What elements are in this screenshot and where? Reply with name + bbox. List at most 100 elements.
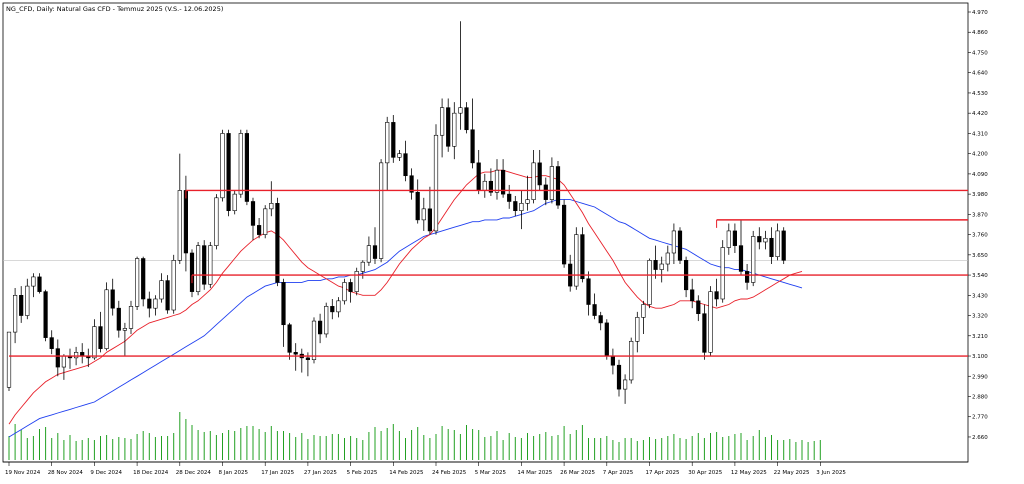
candle[interactable] [763, 230, 768, 250]
candle[interactable] [196, 241, 201, 296]
candle[interactable] [116, 300, 121, 338]
candle[interactable] [598, 311, 603, 331]
candle[interactable] [13, 287, 18, 344]
candle[interactable] [104, 282, 109, 351]
candle[interactable] [336, 297, 341, 318]
candle[interactable] [464, 102, 469, 134]
candle[interactable] [269, 181, 274, 217]
candle[interactable] [135, 256, 140, 311]
candle[interactable] [98, 311, 103, 353]
candle[interactable] [519, 190, 524, 230]
candle[interactable] [409, 168, 414, 200]
candle[interactable] [439, 98, 445, 158]
candle[interactable] [549, 157, 554, 204]
candle[interactable] [250, 197, 256, 241]
candle[interactable] [671, 223, 676, 265]
candle[interactable] [110, 278, 115, 316]
candle[interactable] [653, 245, 658, 279]
candle[interactable] [159, 273, 164, 303]
candle[interactable] [366, 236, 372, 266]
candle[interactable] [751, 230, 756, 287]
candle[interactable] [470, 98, 475, 169]
candle[interactable] [6, 331, 12, 391]
candle[interactable] [452, 102, 457, 160]
candle[interactable] [622, 374, 628, 404]
candle[interactable] [744, 264, 750, 290]
candle[interactable] [702, 304, 707, 360]
candle[interactable] [757, 227, 762, 250]
candle[interactable] [220, 129, 225, 202]
horizontal-levels[interactable] [9, 189, 968, 357]
candle[interactable] [629, 337, 634, 384]
candle[interactable] [43, 289, 48, 342]
candle[interactable] [738, 219, 744, 276]
candle[interactable] [446, 98, 451, 152]
candle[interactable] [348, 278, 353, 303]
candle[interactable] [385, 116, 390, 191]
candle[interactable] [141, 256, 146, 307]
candle[interactable] [726, 223, 731, 255]
candle[interactable] [330, 298, 335, 320]
candle[interactable] [287, 322, 292, 360]
candle[interactable] [275, 197, 280, 287]
candle[interactable] [128, 300, 134, 334]
candle[interactable] [92, 319, 97, 360]
candle[interactable] [147, 291, 152, 318]
candle[interactable] [574, 227, 579, 290]
candle[interactable] [208, 241, 213, 288]
candle[interactable] [507, 184, 512, 209]
candle[interactable] [372, 227, 378, 265]
candle[interactable] [55, 339, 60, 377]
candle[interactable] [189, 249, 195, 298]
candle[interactable] [293, 343, 298, 371]
candle[interactable] [616, 359, 622, 397]
candle[interactable] [226, 129, 231, 217]
candle[interactable] [531, 149, 536, 204]
candle[interactable] [458, 21, 463, 130]
candle[interactable] [37, 273, 42, 294]
candle[interactable] [513, 195, 518, 217]
candle[interactable] [494, 159, 500, 200]
candle[interactable] [586, 271, 591, 316]
candle[interactable] [378, 159, 384, 263]
candle[interactable] [317, 313, 323, 344]
candle[interactable] [677, 227, 683, 265]
candle[interactable] [659, 256, 664, 283]
candle[interactable] [263, 205, 268, 239]
candle[interactable] [202, 240, 207, 290]
candle[interactable] [714, 278, 719, 307]
candle[interactable] [433, 124, 439, 235]
candle[interactable] [403, 140, 408, 182]
candle[interactable] [342, 278, 347, 305]
candle[interactable] [391, 115, 396, 163]
candle[interactable] [244, 129, 250, 206]
candle[interactable] [415, 179, 420, 224]
candle[interactable] [19, 286, 24, 323]
candle[interactable] [769, 227, 774, 265]
candle[interactable] [525, 175, 530, 211]
candle[interactable] [537, 149, 542, 191]
candle[interactable] [732, 223, 737, 253]
candle[interactable] [214, 194, 219, 250]
candle[interactable] [421, 197, 426, 231]
candle[interactable] [500, 159, 506, 198]
candle[interactable] [647, 258, 652, 309]
candle[interactable] [604, 319, 609, 360]
candle[interactable] [427, 186, 433, 235]
candle[interactable] [31, 273, 36, 298]
candles[interactable] [6, 21, 786, 404]
candle[interactable] [775, 223, 780, 261]
candle[interactable] [720, 240, 725, 303]
candle[interactable] [641, 300, 646, 334]
candle[interactable] [665, 245, 670, 272]
candle[interactable] [781, 227, 786, 265]
candle[interactable] [488, 168, 494, 196]
candle[interactable] [397, 149, 402, 162]
candle[interactable] [281, 278, 286, 347]
candle[interactable] [165, 275, 170, 314]
candle[interactable] [592, 293, 597, 320]
candle[interactable] [696, 295, 701, 322]
candle[interactable] [561, 199, 567, 268]
candle[interactable] [256, 218, 262, 239]
